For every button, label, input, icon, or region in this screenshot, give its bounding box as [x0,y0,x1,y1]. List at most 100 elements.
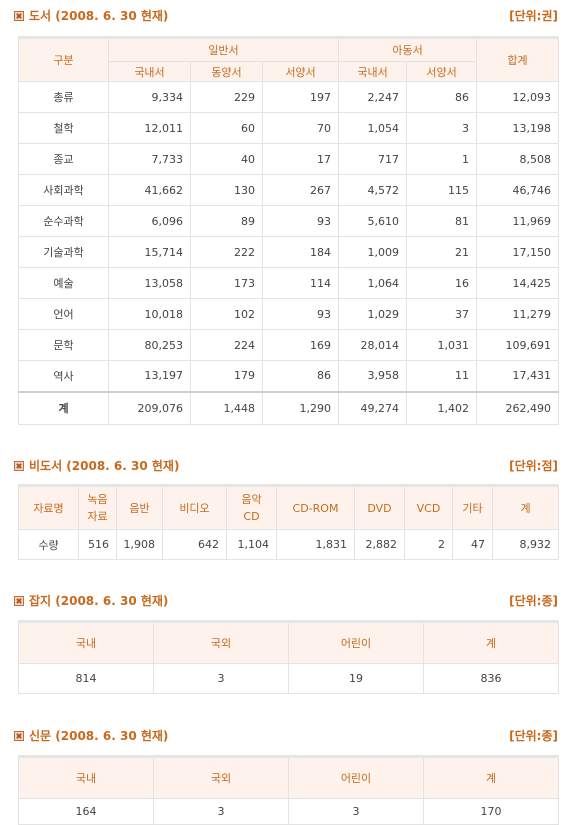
total-label: 계 [18,390,109,425]
table-cell: 86 [261,360,340,392]
books-head-category: 구분 [18,37,109,82]
nonbook-header: CD-ROM [276,485,355,530]
table-cell: 836 [423,663,559,694]
nonbook-header: VCD [404,485,453,530]
row-label: 기술과학 [18,236,109,268]
table-cell: 102 [190,298,263,330]
books-head-total: 합계 [476,37,560,82]
nonbook-section-title: 비도서 (2008. 6. 30 현재) [14,457,179,474]
books-unit: [단위:권] [509,9,558,23]
table-cell: 14,425 [476,267,560,299]
table-cell: 17,431 [476,360,560,392]
table-cell: 3,958 [338,360,408,392]
table-cell: 17 [261,143,340,175]
table-cell: 60 [190,112,263,144]
table-cell: 224 [190,329,263,361]
nonbook-header: 음악 CD [226,485,277,530]
newspaper-table: 국내 국외 어린이 계 164 3 3 170 [18,755,559,825]
table-row: 종교 7,733 40 17 717 1 8,508 [18,143,560,175]
magazine-section-header: 잡지 (2008. 6. 30 현재) [단위:종] [14,589,558,611]
nonbook-table: 자료명 녹음 자료 음반 비디오 음악 CD CD-ROM DVD VCD 기타 계 수량 516 1… [18,484,559,560]
table-cell: 1,908 [116,529,163,560]
table-cell: 80,253 [108,329,191,361]
table-cell: 37 [406,298,478,330]
table-cell: 81 [406,205,478,237]
books-sub-header: 국내서 [338,61,408,82]
books-section-header: 도서 (2008. 6. 30 현재) [단위:권] [14,4,558,26]
table-cell: 229 [190,81,263,113]
table-cell: 3 [406,112,478,144]
newspaper-unit: [단위:종] [509,729,558,743]
newspaper-header: 국내 [18,756,154,799]
table-cell: 13,197 [108,360,191,392]
bullet-x-icon [14,731,24,741]
total-cell: 209,076 [108,390,191,425]
table-cell: 2 [404,529,453,560]
table-cell: 10,018 [108,298,191,330]
table-cell: 17,150 [476,236,560,268]
books-head-children: 아동서 [338,37,478,62]
table-cell: 47 [452,529,493,560]
total-cell: 1,402 [406,390,478,425]
bullet-x-icon [14,461,24,471]
nonbook-header: 녹음 자료 [78,485,117,530]
table-cell: 16 [406,267,478,299]
bullet-x-icon [14,596,24,606]
nonbook-header: 음반 [116,485,163,530]
table-cell: 3 [153,798,289,825]
table-cell: 12,011 [108,112,191,144]
table-row: 예술 13,058 173 114 1,064 16 14,425 [18,267,560,299]
nonbook-header: 비디오 [162,485,227,530]
magazine-header: 어린이 [288,621,424,664]
total-row: 계 209,076 1,448 1,290 49,274 1,402 262,490 [18,390,560,425]
table-cell: 19 [288,663,424,694]
books-sub-header: 동양서 [190,61,263,82]
bullet-x-icon [14,11,24,21]
table-cell: 6,096 [108,205,191,237]
table-cell: 93 [261,298,340,330]
table-row: 총류 9,334 229 197 2,247 86 12,093 [18,81,560,113]
table-cell: 93 [261,205,340,237]
table-cell: 1,031 [406,329,478,361]
nonbook-unit: [단위:점] [509,459,558,473]
total-cell: 1,290 [261,390,340,425]
table-cell: 1,831 [276,529,355,560]
table-cell: 130 [190,174,263,206]
table-cell: 114 [261,267,340,299]
table-row: 문학 80,253 224 169 28,014 1,031 109,691 [18,329,560,361]
table-cell: 11,279 [476,298,560,330]
table-cell: 1,104 [226,529,277,560]
row-label: 수량 [18,529,79,560]
table-cell: 40 [190,143,263,175]
magazine-table: 국내 국외 어린이 계 814 3 19 836 [18,620,559,694]
nonbook-header: 자료명 [18,485,79,530]
table-cell: 12,093 [476,81,560,113]
table-cell: 70 [261,112,340,144]
table-cell: 21 [406,236,478,268]
table-cell: 9,334 [108,81,191,113]
table-cell: 4,572 [338,174,408,206]
table-cell: 11,969 [476,205,560,237]
table-cell: 1,029 [338,298,408,330]
table-cell: 5,610 [338,205,408,237]
table-cell: 86 [406,81,478,113]
row-label: 사회과학 [18,174,109,206]
magazine-header: 국외 [153,621,289,664]
table-cell: 164 [18,798,154,825]
table-row: 역사 13,197 179 86 3,958 11 17,431 [18,360,560,392]
table-cell: 1 [406,143,478,175]
row-label: 문학 [18,329,109,361]
nonbook-section-header: 비도서 (2008. 6. 30 현재) [단위:점] [14,454,558,476]
total-cell: 1,448 [190,390,263,425]
row-label: 역사 [18,360,109,392]
total-cell: 49,274 [338,390,408,425]
table-cell: 13,198 [476,112,560,144]
row-label: 예술 [18,267,109,299]
nonbook-header: DVD [354,485,405,530]
table-cell: 11 [406,360,478,392]
books-sub-header: 서양서 [261,61,340,82]
newspaper-title-text: 신문 (2008. 6. 30 현재) [29,729,169,743]
table-cell: 169 [261,329,340,361]
books-table: 구분 일반서 아동서 합계 국내서 동양서 서양서 국내서 서양서 총류 9,33… [18,36,560,425]
newspaper-section-header: 신문 (2008. 6. 30 현재) [단위:종] [14,724,558,746]
